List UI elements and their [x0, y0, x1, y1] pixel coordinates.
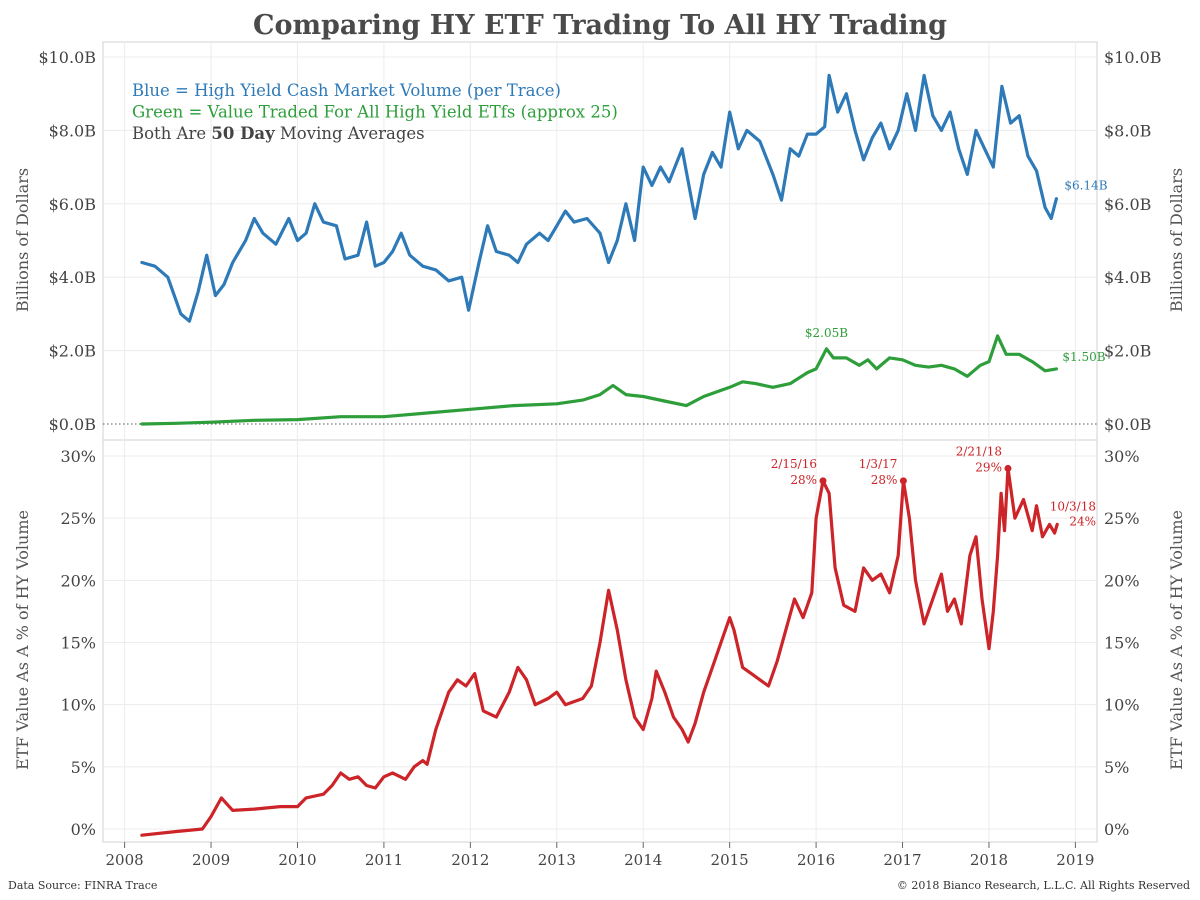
top-y-tick-label-right: $0.0B	[1104, 415, 1151, 434]
x-tick-label: 2016	[797, 851, 835, 869]
peak-value-label: 29%	[975, 460, 1002, 474]
bottom-y-tick-label-right: 10%	[1104, 696, 1140, 715]
x-tick-label: 2018	[970, 851, 1008, 869]
legend-entry: Both Are 50 Day Moving Averages	[132, 124, 425, 143]
bottom-y-tick-label-left: 20%	[60, 571, 96, 590]
bottom-y-tick-label-right: 5%	[1104, 758, 1129, 777]
bottom-y-tick-label-right: 15%	[1104, 634, 1140, 653]
top-y-tick-label-right: $6.0B	[1104, 195, 1151, 214]
peak-date-label: 1/3/17	[859, 457, 898, 471]
hy-cash-volume-line	[140, 73, 1058, 323]
legend-entry: Blue = High Yield Cash Market Volume (pe…	[132, 81, 561, 100]
bottom-y-tick-label-right: 0%	[1104, 820, 1129, 839]
top-y-tick-label-left: $4.0B	[49, 268, 96, 287]
x-tick-label: 2010	[278, 851, 316, 869]
bottom-y-tick-label-right: 30%	[1104, 447, 1140, 466]
hy-etf-value-line	[140, 334, 1058, 426]
top-y-tick-label-right: $10.0B	[1104, 48, 1162, 67]
bottom-y-tick-label-left: 10%	[60, 696, 96, 715]
top-y-axis-title-left: Billions of Dollars	[13, 168, 32, 312]
x-tick-label: 2015	[711, 851, 749, 869]
bottom-y-tick-label-left: 25%	[60, 509, 96, 528]
copyright-note: © 2018 Bianco Research, L.L.C. All Right…	[896, 879, 1190, 892]
top-y-tick-label-left: $0.0B	[49, 415, 96, 434]
x-tick-label: 2011	[365, 851, 403, 869]
x-tick-label: 2019	[1056, 851, 1094, 869]
bottom-y-tick-label-left: 15%	[60, 634, 96, 653]
peak-marker	[819, 477, 827, 485]
x-tick-label: 2013	[538, 851, 576, 869]
bottom-y-axis-title-right: ETF Value As A % of HY Volume	[1167, 510, 1186, 770]
bottom-y-tick-label-left: 5%	[71, 758, 96, 777]
peak-date-label: 2/21/18	[956, 444, 1002, 458]
bottom-y-tick-label-left: 30%	[60, 447, 96, 466]
x-tick-label: 2009	[192, 851, 230, 869]
peak-marker	[899, 477, 907, 485]
x-tick-label: 2014	[624, 851, 662, 869]
top-y-tick-label-right: $2.0B	[1104, 342, 1151, 361]
x-tick-label: 2012	[451, 851, 489, 869]
value-annotation: $6.14B	[1064, 179, 1107, 193]
value-annotation: $2.05B	[805, 326, 848, 340]
latest-date-label: 10/3/18	[1050, 499, 1096, 513]
top-y-tick-label-right: $4.0B	[1104, 268, 1151, 287]
etf-share-of-volume-line	[140, 466, 1059, 837]
x-tick-label: 2008	[106, 851, 144, 869]
top-y-tick-label-left: $10.0B	[38, 48, 96, 67]
bottom-y-tick-label-right: 25%	[1104, 509, 1140, 528]
data-source-note: Data Source: FINRA Trace	[8, 879, 158, 892]
x-tick-label: 2017	[883, 851, 921, 869]
legend-entry: Green = Value Traded For All High Yield …	[132, 103, 618, 122]
bottom-y-tick-label-left: 0%	[71, 820, 96, 839]
top-y-tick-label-left: $8.0B	[49, 121, 96, 140]
top-y-tick-label-right: $8.0B	[1104, 121, 1151, 140]
bottom-y-tick-label-right: 20%	[1104, 571, 1140, 590]
peak-date-label: 2/15/16	[771, 457, 817, 471]
peak-value-label: 28%	[790, 473, 817, 487]
bottom-panel-frame	[102, 439, 1098, 843]
peak-marker	[1004, 464, 1012, 472]
chart-title: Comparing HY ETF Trading To All HY Tradi…	[252, 10, 948, 41]
top-y-tick-label-left: $2.0B	[49, 342, 96, 361]
latest-value-label: 24%	[1069, 514, 1096, 528]
peak-value-label: 28%	[871, 473, 898, 487]
value-annotation: $1.50B	[1062, 350, 1105, 364]
top-y-tick-label-left: $6.0B	[49, 195, 96, 214]
top-y-axis-title-right: Billions of Dollars	[1167, 168, 1186, 312]
bottom-y-axis-title-left: ETF Value As A % of HY Volume	[13, 510, 32, 770]
